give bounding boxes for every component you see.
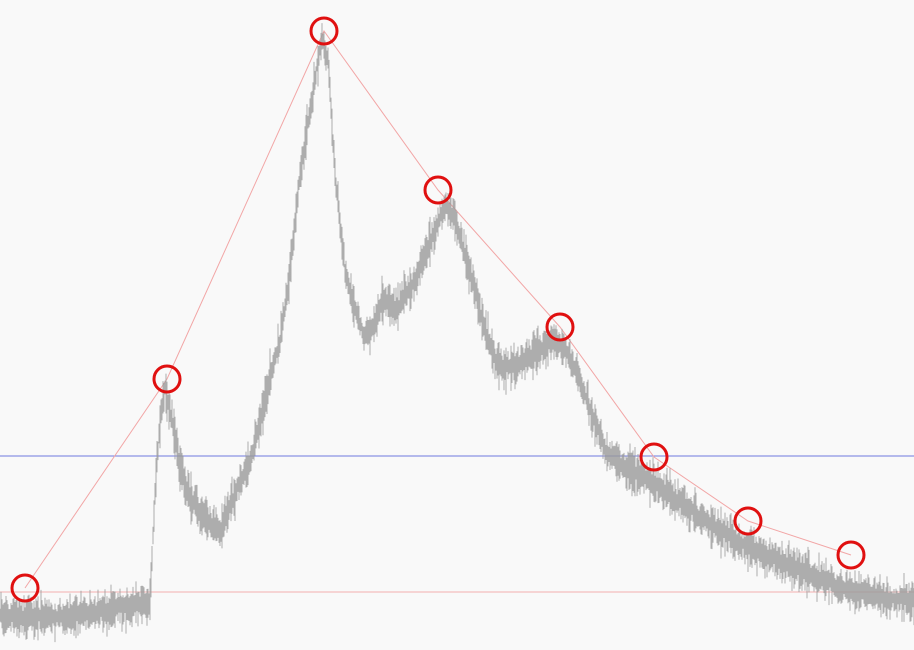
peak-marker-6 [639, 442, 669, 472]
signal-trace [0, 23, 914, 643]
peak-marker-4 [423, 175, 453, 205]
signal-series [0, 23, 914, 643]
peak-marker-1 [10, 573, 40, 603]
peak-marker-2 [152, 364, 182, 394]
peak-envelope-line [24, 30, 852, 589]
peak-markers [10, 16, 866, 603]
peak-marker-7 [733, 506, 763, 536]
peak-marker-8 [836, 540, 866, 570]
peak-marker-5 [545, 312, 575, 342]
peak-marker-3 [309, 16, 339, 46]
